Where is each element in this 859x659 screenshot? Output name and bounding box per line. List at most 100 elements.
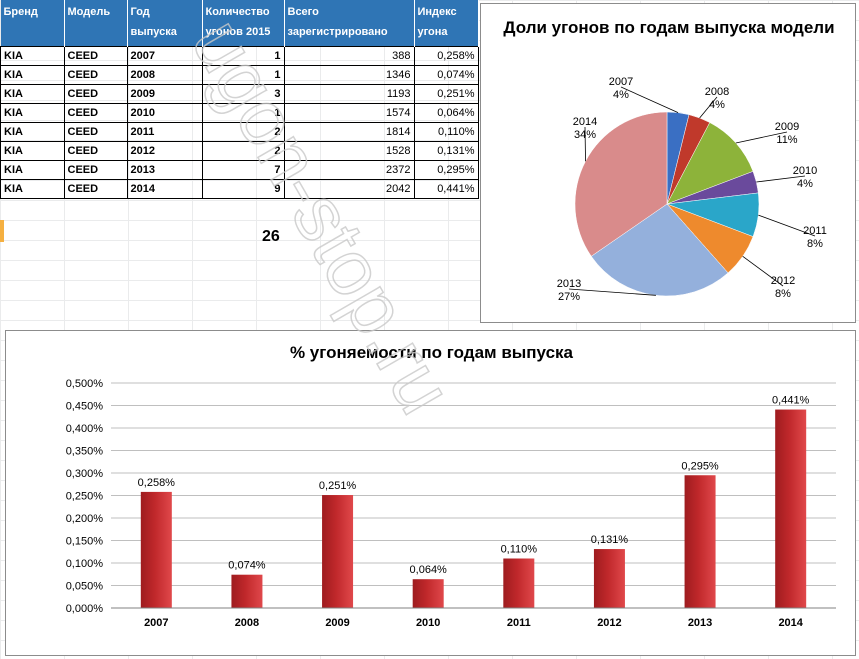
header-registered[interactable]: Всего зарегистрировано xyxy=(284,0,415,47)
bar-value-label: 0,064% xyxy=(410,564,448,576)
x-tick-label: 2008 xyxy=(235,617,259,629)
cell-thefts[interactable]: 1 xyxy=(201,103,285,123)
cell-year[interactable]: 2014 xyxy=(126,179,203,199)
cell-brand[interactable]: KIA xyxy=(0,122,65,142)
pie-label-year: 2014 xyxy=(573,116,597,128)
pie-leader-line xyxy=(756,175,806,183)
cell-model[interactable]: CEED xyxy=(63,141,128,161)
cell-year[interactable]: 2009 xyxy=(126,84,203,104)
cell-model[interactable]: CEED xyxy=(63,65,128,85)
bar-2011[interactable] xyxy=(503,558,535,609)
table-row: KIA CEED 2012 2 1528 0,131% xyxy=(0,141,479,161)
cell-index[interactable]: 0,258% xyxy=(413,46,479,66)
cell-registered[interactable]: 1346 xyxy=(283,65,415,85)
cell-index[interactable]: 0,251% xyxy=(413,84,479,104)
cell-year[interactable]: 2008 xyxy=(126,65,203,85)
pie-label-year: 2007 xyxy=(609,76,633,88)
pie-label-year: 2010 xyxy=(793,165,817,177)
cell-brand[interactable]: KIA xyxy=(0,160,65,180)
table-row: KIA CEED 2008 1 1346 0,074% xyxy=(0,65,479,85)
cell-thefts[interactable]: 3 xyxy=(201,84,285,104)
table-row: KIA CEED 2009 3 1193 0,251% xyxy=(0,84,479,104)
cell-year[interactable]: 2013 xyxy=(126,160,203,180)
cell-model[interactable]: CEED xyxy=(63,160,128,180)
cell-thefts[interactable]: 1 xyxy=(201,65,285,85)
table-row: KIA CEED 2010 1 1574 0,064% xyxy=(0,103,479,123)
cell-year[interactable]: 2012 xyxy=(126,141,203,161)
cell-registered[interactable]: 1574 xyxy=(283,103,415,123)
selected-cell-marker xyxy=(0,220,4,242)
pie-leader-line xyxy=(699,96,718,119)
cell-brand[interactable]: KIA xyxy=(0,141,65,161)
y-tick-label: 0,050% xyxy=(66,581,104,593)
cell-year[interactable]: 2007 xyxy=(126,46,203,66)
bar-2012[interactable] xyxy=(593,549,625,608)
header-model[interactable]: Модель xyxy=(64,0,128,47)
bar-2010[interactable] xyxy=(412,579,444,608)
pie-label-year: 2011 xyxy=(803,225,827,237)
table-row: KIA CEED 2014 9 2042 0,441% xyxy=(0,179,479,199)
cell-brand[interactable]: KIA xyxy=(0,84,65,104)
pie-chart-title: Доли угонов по годам выпуска модели xyxy=(503,18,835,37)
y-tick-label: 0,100% xyxy=(66,558,104,570)
cell-thefts[interactable]: 9 xyxy=(201,179,285,199)
cell-index[interactable]: 0,074% xyxy=(413,65,479,85)
pie-label-percent: 4% xyxy=(709,99,725,111)
header-thefts[interactable]: Количество угонов 2015 xyxy=(202,0,285,47)
y-tick-label: 0,150% xyxy=(66,536,104,548)
bar-value-label: 0,074% xyxy=(228,560,266,572)
pie-label-percent: 34% xyxy=(574,129,596,141)
bar-2007[interactable] xyxy=(140,491,172,608)
pie-slice-2009[interactable] xyxy=(666,122,754,205)
header-index[interactable]: Индекс угона xyxy=(414,0,479,47)
bar-value-label: 0,441% xyxy=(772,395,810,407)
cell-year[interactable]: 2010 xyxy=(126,103,203,123)
cell-registered[interactable]: 1814 xyxy=(283,122,415,142)
bar-2014[interactable] xyxy=(775,409,807,608)
cell-registered[interactable]: 2372 xyxy=(283,160,415,180)
cell-registered[interactable]: 1528 xyxy=(283,141,415,161)
bar-2013[interactable] xyxy=(684,475,716,608)
cell-model[interactable]: CEED xyxy=(63,84,128,104)
pie-label-year: 2012 xyxy=(771,275,795,287)
y-tick-label: 0,400% xyxy=(66,423,104,435)
pie-leader-line xyxy=(620,86,679,114)
header-year[interactable]: Год выпуска xyxy=(127,0,203,47)
pie-label-percent: 8% xyxy=(807,238,823,250)
cell-index[interactable]: 0,110% xyxy=(413,122,479,142)
cell-brand[interactable]: KIA xyxy=(0,65,65,85)
cell-year[interactable]: 2011 xyxy=(126,122,203,142)
cell-registered[interactable]: 388 xyxy=(283,46,415,66)
table-row: KIA CEED 2013 7 2372 0,295% xyxy=(0,160,479,180)
bar-2008[interactable] xyxy=(231,574,263,608)
cell-index[interactable]: 0,441% xyxy=(413,179,479,199)
pie-label-year: 2013 xyxy=(557,278,581,290)
bar-chart: 0,000% 0,050% 0,100% 0,150% 0,200% 0,250% 0,30… xyxy=(66,378,836,629)
cell-brand[interactable]: KIA xyxy=(0,46,65,66)
cell-registered[interactable]: 2042 xyxy=(283,179,415,199)
cell-model[interactable]: CEED xyxy=(63,122,128,142)
cell-model[interactable]: CEED xyxy=(63,179,128,199)
cell-index[interactable]: 0,064% xyxy=(413,103,479,123)
bar-chart-panel[interactable]: % угоняемости по годам выпуска 0,000% 0,0… xyxy=(5,330,856,656)
cell-brand[interactable]: KIA xyxy=(0,179,65,199)
x-tick-label: 2010 xyxy=(416,617,440,629)
cell-thefts[interactable]: 1 xyxy=(201,46,285,66)
cell-model[interactable]: CEED xyxy=(63,46,128,66)
cell-index[interactable]: 0,131% xyxy=(413,141,479,161)
cell-brand[interactable]: KIA xyxy=(0,103,65,123)
cell-registered[interactable]: 1193 xyxy=(283,84,415,104)
header-brand[interactable]: Бренд xyxy=(0,0,65,47)
x-tick-label: 2011 xyxy=(507,617,531,629)
cell-thefts[interactable]: 2 xyxy=(201,141,285,161)
bar-2009[interactable] xyxy=(322,495,354,608)
total-thefts[interactable]: 26 xyxy=(262,228,280,245)
cell-thefts[interactable]: 2 xyxy=(201,122,285,142)
y-tick-label: 0,450% xyxy=(66,401,104,413)
cell-index[interactable]: 0,295% xyxy=(413,160,479,180)
y-tick-label: 0,200% xyxy=(66,513,104,525)
pie-chart-panel[interactable]: Доли угонов по годам выпуска модели 2007… xyxy=(480,3,856,323)
table-row: KIA CEED 2007 1 388 0,258% xyxy=(0,46,479,66)
cell-thefts[interactable]: 7 xyxy=(201,160,285,180)
cell-model[interactable]: CEED xyxy=(63,103,128,123)
